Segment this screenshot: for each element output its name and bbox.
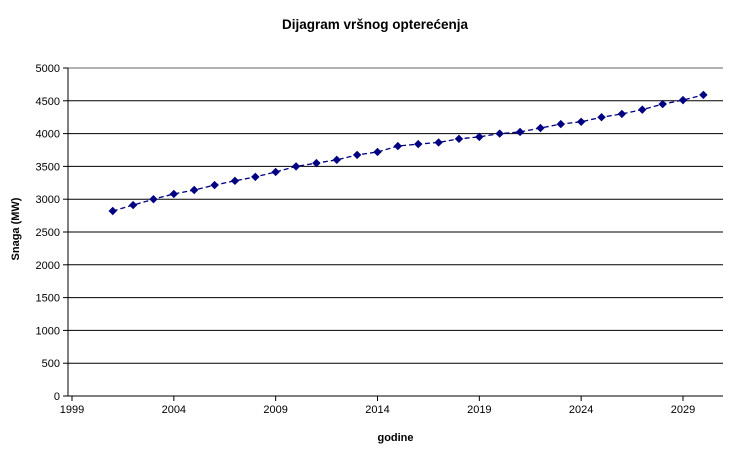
data-point-marker <box>495 129 504 138</box>
data-point-marker <box>638 105 647 114</box>
x-tick-label: 2024 <box>569 404 593 416</box>
y-tick-label: 3500 <box>36 161 60 173</box>
y-tick-label: 3000 <box>36 194 60 206</box>
data-point-marker <box>576 117 586 126</box>
data-point-marker <box>230 176 240 186</box>
data-point-marker <box>332 155 341 165</box>
data-point-marker <box>108 206 117 216</box>
y-tick-label: 2500 <box>36 227 60 239</box>
data-point-marker <box>475 132 484 142</box>
data-point-marker <box>210 180 219 190</box>
x-tick-label: 2009 <box>263 404 287 416</box>
data-point-marker <box>515 127 525 137</box>
y-tick-label: 5000 <box>36 63 60 75</box>
data-point-marker <box>352 150 362 160</box>
x-tick-label: 2019 <box>467 404 491 416</box>
y-tick-label: 500 <box>42 358 60 370</box>
data-point-marker <box>597 112 606 122</box>
y-tick-label: 1000 <box>36 325 60 337</box>
data-point-marker <box>617 109 627 119</box>
data-point-marker <box>373 147 382 157</box>
y-tick-label: 2000 <box>36 260 60 272</box>
y-tick-label: 4500 <box>36 96 60 108</box>
data-point-marker <box>312 158 321 168</box>
y-tick-label: 0 <box>54 391 60 403</box>
data-point-marker <box>414 139 423 149</box>
data-point-marker <box>271 167 280 177</box>
data-point-marker <box>454 134 464 144</box>
x-axis-title: godine <box>377 432 414 444</box>
data-point-marker <box>658 99 667 109</box>
data-point-marker <box>128 200 138 210</box>
x-tick-label: 1999 <box>60 404 84 416</box>
chart-title: Dijagram vršnog opterećenja <box>281 17 469 32</box>
data-point-marker <box>536 123 545 133</box>
data-point-marker <box>251 172 260 182</box>
x-tick-label: 2029 <box>671 404 695 416</box>
data-point-marker <box>149 194 158 204</box>
data-point-marker <box>393 141 403 151</box>
data-point-marker <box>434 138 443 147</box>
data-point-marker <box>189 185 199 195</box>
data-point-marker <box>678 95 688 105</box>
data-point-marker <box>291 162 301 171</box>
y-tick-label: 1500 <box>36 293 60 305</box>
data-point-marker <box>556 119 566 129</box>
x-tick-label: 2014 <box>365 404 389 416</box>
data-point-marker <box>699 90 708 100</box>
series-line <box>112 94 704 212</box>
x-tick-label: 2004 <box>162 404 186 416</box>
y-tick-label: 4000 <box>36 129 60 141</box>
data-point-marker <box>169 189 179 199</box>
